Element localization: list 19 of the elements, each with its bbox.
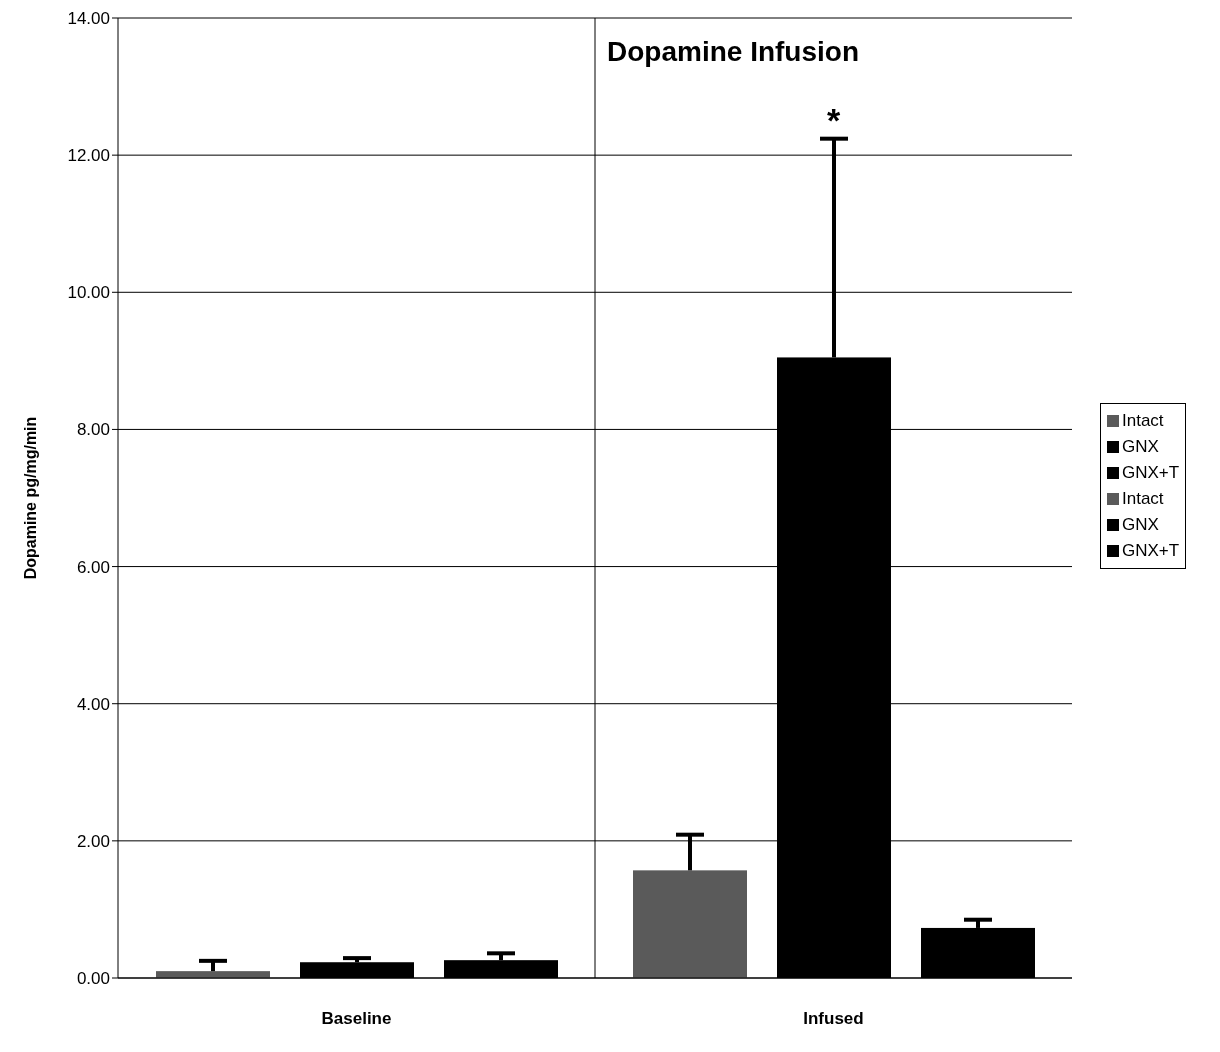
y-axis-title: Dopamine pg/mg/min	[21, 416, 39, 580]
legend-label: Intact	[1122, 411, 1164, 431]
y-tick-label: 2.00	[76, 831, 110, 851]
y-tick-label: 6.00	[76, 557, 110, 577]
legend-label: GNX+T	[1122, 541, 1180, 561]
x-tick-label: Infused	[803, 1009, 864, 1029]
annotation: *	[826, 100, 841, 139]
y-tick-label: 14.00	[67, 9, 110, 29]
text: Dopamine Infusion	[607, 36, 859, 68]
legend-label: GNX	[1122, 437, 1159, 457]
legend-label: GNX	[1122, 515, 1159, 535]
y-tick-label: 8.00	[76, 420, 110, 440]
y-tick-label: 4.00	[76, 694, 110, 714]
legend-label: Intact	[1122, 489, 1164, 509]
x-tick-label: Baseline	[321, 1009, 392, 1029]
y-tick-label: 10.00	[67, 283, 110, 303]
y-tick-label: 0.00	[76, 969, 110, 989]
y-tick-label: 12.00	[67, 146, 110, 166]
legend-label: GNX+T	[1122, 463, 1180, 483]
